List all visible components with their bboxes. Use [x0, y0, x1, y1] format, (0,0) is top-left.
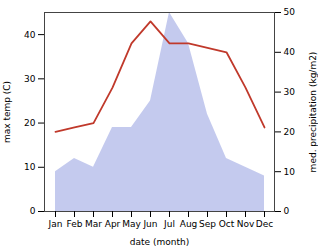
svg-text:30: 30: [284, 87, 296, 97]
svg-text:Jan: Jan: [48, 219, 63, 229]
svg-text:10: 10: [24, 162, 36, 172]
svg-text:20: 20: [284, 127, 296, 137]
svg-text:0: 0: [30, 206, 36, 216]
svg-text:Feb: Feb: [67, 219, 83, 229]
svg-text:30: 30: [24, 74, 36, 84]
svg-text:Sep: Sep: [199, 219, 216, 229]
svg-text:0: 0: [284, 206, 290, 216]
svg-text:Nov: Nov: [237, 219, 255, 229]
svg-text:10: 10: [284, 167, 296, 177]
svg-text:20: 20: [24, 118, 36, 128]
svg-text:Jun: Jun: [142, 219, 157, 229]
svg-text:Jul: Jul: [163, 219, 175, 229]
svg-text:40: 40: [24, 29, 36, 39]
svg-text:May: May: [122, 219, 141, 229]
svg-text:max temp (C): max temp (C): [2, 81, 12, 143]
svg-text:date (month): date (month): [130, 237, 189, 247]
svg-text:Oct: Oct: [219, 219, 235, 229]
svg-text:40: 40: [284, 47, 296, 57]
svg-text:med. precipitation (kg/m2): med. precipitation (kg/m2): [308, 52, 318, 173]
svg-text:Apr: Apr: [105, 219, 121, 229]
svg-text:Aug: Aug: [180, 219, 198, 229]
svg-text:Dec: Dec: [256, 219, 273, 229]
svg-text:Mar: Mar: [85, 219, 102, 229]
svg-text:50: 50: [284, 7, 296, 17]
